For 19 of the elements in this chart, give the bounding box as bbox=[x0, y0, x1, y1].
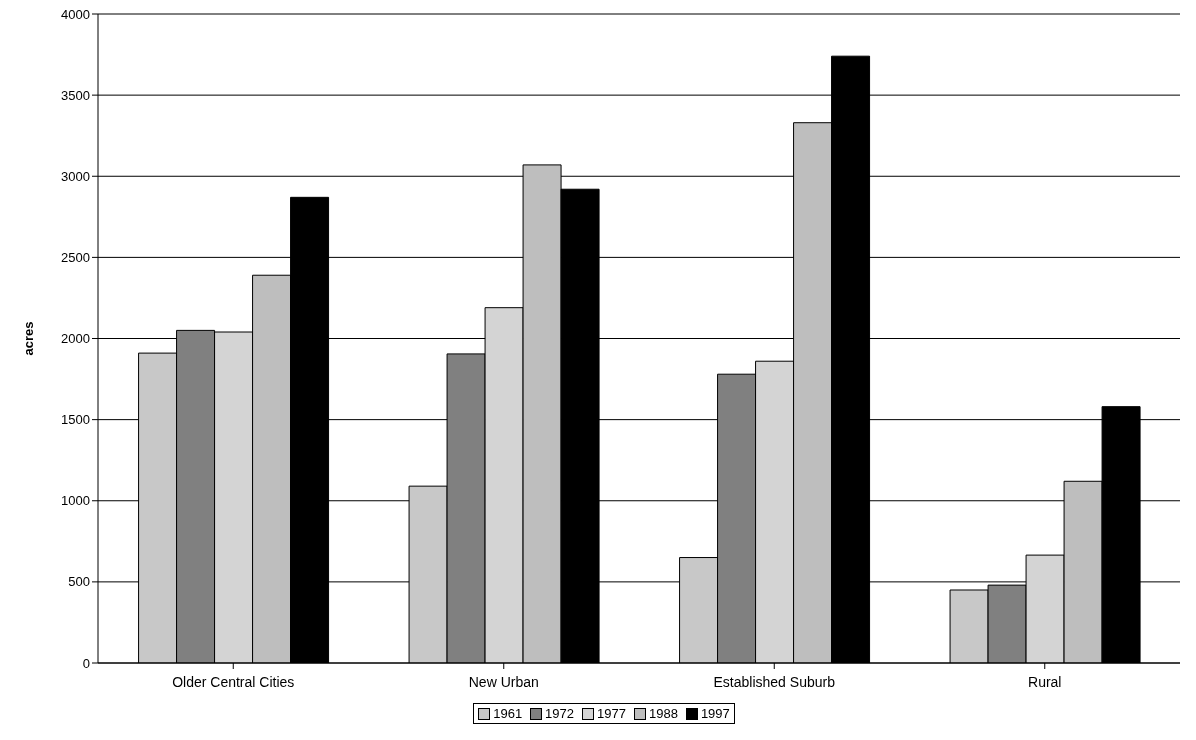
y-tick-label: 3500 bbox=[61, 87, 90, 103]
legend-label: 1961 bbox=[492, 706, 523, 721]
y-tick-label: 1000 bbox=[61, 493, 90, 509]
y-axis-title: acres bbox=[20, 321, 36, 356]
legend-label: 1997 bbox=[699, 706, 730, 721]
y-tick-label: 2500 bbox=[61, 249, 90, 265]
legend-label: 1988 bbox=[647, 706, 678, 721]
legend-label: 1972 bbox=[544, 706, 575, 721]
x-tick-label: Rural bbox=[1028, 673, 1062, 690]
x-tick-label: Older Central Cities bbox=[172, 673, 295, 690]
y-tick-label: 0 bbox=[82, 655, 90, 671]
x-tick-label: New Urban bbox=[468, 673, 539, 690]
legend-label: 1977 bbox=[596, 706, 626, 721]
y-tick-label: 2000 bbox=[61, 331, 90, 347]
y-tick-label: 4000 bbox=[61, 6, 90, 22]
y-tick-label: 1500 bbox=[61, 412, 90, 428]
y-tick-label: 3000 bbox=[61, 168, 90, 184]
y-tick-label: 500 bbox=[68, 574, 90, 590]
x-tick-label: Established Suburb bbox=[713, 673, 836, 690]
